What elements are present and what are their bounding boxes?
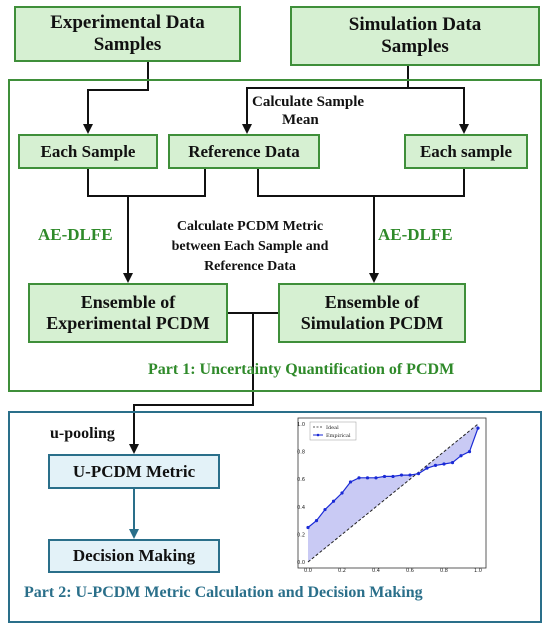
upcdm-metric-box: U-PCDM Metric: [48, 454, 220, 489]
pcdm-label-line3: Reference Data: [204, 259, 296, 274]
ae-dlfe-right-label: AE-DLFE: [378, 225, 453, 244]
pcdm-label-line2: between Each Sample and: [171, 239, 329, 254]
reference-data-box: Reference Data: [168, 134, 320, 169]
each-sample-left-box: Each Sample: [18, 134, 158, 169]
pcdm-label-line1: Calculate PCDM Metric: [176, 219, 324, 234]
calc-mean-label-line2: Mean: [282, 112, 319, 128]
each-sample-right-box: Each sample: [404, 134, 528, 169]
part1-title: Part 1: Uncertainty Quantification of PC…: [148, 361, 455, 378]
ae-dlfe-left-label: AE-DLFE: [38, 225, 113, 244]
line-right-merge: [257, 169, 465, 197]
arrow-exp-to-each-sample: [83, 60, 149, 134]
part1-frame: [8, 79, 542, 392]
decision-making-box: Decision Making: [48, 539, 220, 573]
arrow-sim-to-reference: [242, 87, 408, 134]
ensemble-experimental-box: Ensemble of Experimental PCDM: [28, 283, 228, 343]
line-left-merge: [87, 169, 206, 197]
experimental-data-box: Experimental Data Samples: [14, 6, 241, 62]
arrow-to-upcdm: [129, 313, 254, 454]
part2-title: Part 2: U-PCDM Metric Calculation and De…: [24, 584, 423, 601]
arrow-sim-to-each-sample-right: [408, 87, 469, 134]
simulation-data-box: Simulation Data Samples: [290, 6, 540, 66]
calc-mean-label-line1: Calculate Sample: [250, 94, 367, 111]
part2-frame: [8, 411, 542, 623]
ensemble-simulation-box: Ensemble of Simulation PCDM: [278, 283, 466, 343]
u-pooling-label: u-pooling: [50, 425, 115, 442]
